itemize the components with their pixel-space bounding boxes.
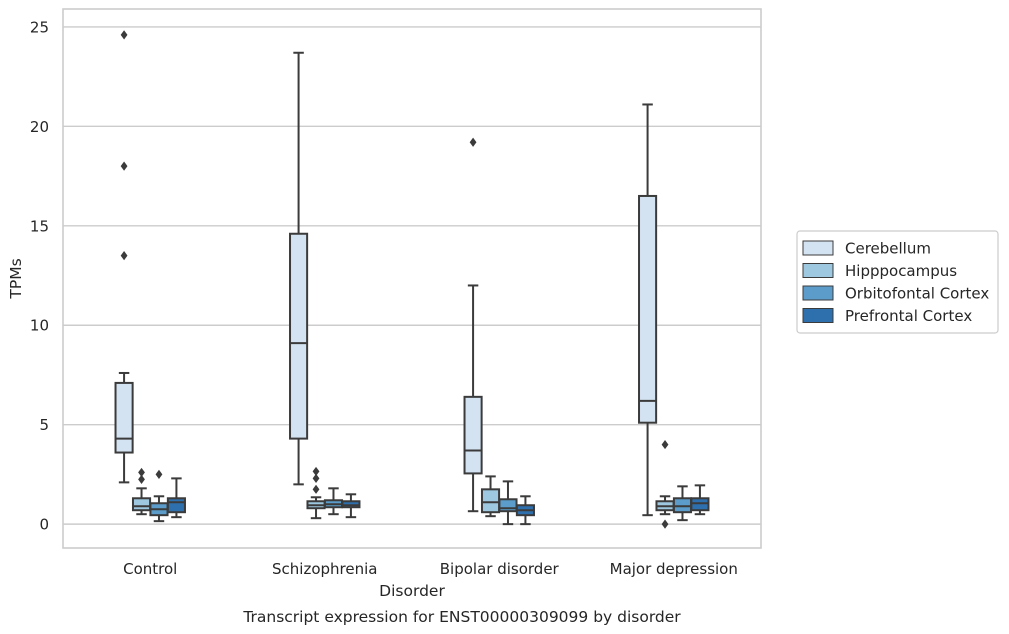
box-hipppocampus (131, 467, 152, 516)
box-prefrontal-cortex (341, 493, 361, 519)
x-tick-label: Major depression (610, 560, 738, 578)
x-tick-label: Control (123, 560, 177, 578)
legend-frame (796, 230, 999, 334)
outlier-point (120, 30, 128, 40)
outlier-point (138, 467, 145, 478)
box-orbitofontal-cortex (149, 469, 169, 523)
y-axis-ticks: 0 5 10 15 20 25 (30, 18, 49, 533)
y-tick-label: 25 (30, 18, 49, 36)
legend-label: Orbitofontal Cortex (845, 285, 989, 303)
y-tick-label: 5 (39, 416, 49, 434)
legend-label: Prefrontal Cortex (845, 307, 972, 325)
gridlines (63, 26, 761, 525)
outlier-point (138, 474, 145, 484)
box-body (289, 232, 309, 440)
box-cerebellum (289, 51, 309, 486)
outlier-point (312, 466, 320, 477)
box-prefrontal-cortex (515, 495, 535, 526)
x-axis-ticks: Control Schizophrenia Bipolar disorder Majo… (123, 560, 738, 578)
x-axis-title: Disorder (379, 582, 445, 600)
box-body (638, 194, 658, 424)
box-cerebellum (638, 103, 658, 517)
box-body (498, 498, 518, 513)
box-cerebellum (114, 30, 134, 484)
outlier-point (661, 439, 669, 450)
y-tick-label: 20 (30, 118, 49, 136)
outlier-point (312, 473, 320, 483)
box-prefrontal-cortex (690, 484, 710, 516)
legend-swatch (802, 263, 834, 278)
box-body (166, 497, 186, 514)
chart-caption: Transcript expression for ENST0000030909… (242, 608, 681, 626)
legend-swatch (802, 285, 834, 301)
box-orbitofontal-cortex (672, 485, 693, 522)
outlier-point (312, 484, 320, 494)
legend: Cerebellum Hipppocampus Orbitofontal Corte… (796, 230, 999, 334)
box-orbitofontal-cortex (498, 480, 518, 526)
box-cerebellum (463, 137, 483, 513)
outlier-point (120, 161, 128, 171)
y-tick-label: 15 (30, 217, 49, 235)
y-tick-label: 10 (30, 317, 49, 335)
x-tick-label: Bipolar disorder (440, 560, 560, 578)
y-axis-title: TPMs (7, 258, 25, 299)
y-tick-label: 0 (39, 516, 49, 534)
legend-swatch (802, 308, 834, 323)
legend-label: Cerebellum (845, 240, 931, 258)
box-body (114, 381, 134, 454)
legend-label: Hipppocampus (845, 262, 957, 280)
box-prefrontal-cortex (166, 477, 186, 519)
outlier-point (469, 137, 477, 147)
outlier-point (661, 519, 669, 529)
outlier-point (155, 469, 163, 480)
outlier-point (120, 251, 128, 261)
box-hipppocampus (480, 475, 501, 518)
box-hipppocampus (655, 439, 675, 529)
legend-swatch (802, 240, 834, 256)
box-body (480, 488, 501, 514)
box-body (131, 497, 152, 512)
box-hipppocampus (306, 466, 326, 520)
x-tick-label: Schizophrenia (272, 560, 377, 578)
box-body (463, 395, 483, 475)
box-orbitofontal-cortex (323, 487, 344, 516)
boxes (114, 30, 710, 529)
plot-frame (62, 8, 762, 549)
